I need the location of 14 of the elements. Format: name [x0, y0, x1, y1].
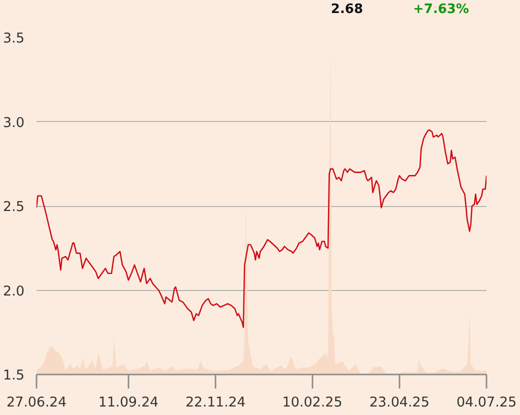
x-tick-label: 04.07.25: [456, 394, 517, 410]
y-tick-label: 2.0: [3, 283, 25, 300]
y-tick-label: 1.5: [3, 368, 25, 384]
x-tick-label: 22.11.24: [185, 394, 246, 410]
x-tick-label: 10.02.25: [282, 394, 342, 410]
x-tick-label: 11.09.24: [98, 394, 158, 410]
y-tick-label: 3.0: [3, 114, 25, 131]
text: 2.68: [330, 2, 363, 18]
x-tick-label: 23.04.25: [369, 394, 430, 410]
line-series: [36, 130, 486, 328]
x-tick-label: 27.06.24: [6, 394, 67, 410]
y-tick-label: 2.5: [3, 199, 25, 215]
text: +7.63%: [413, 2, 469, 18]
y-tick-label: 3.5: [3, 30, 25, 46]
